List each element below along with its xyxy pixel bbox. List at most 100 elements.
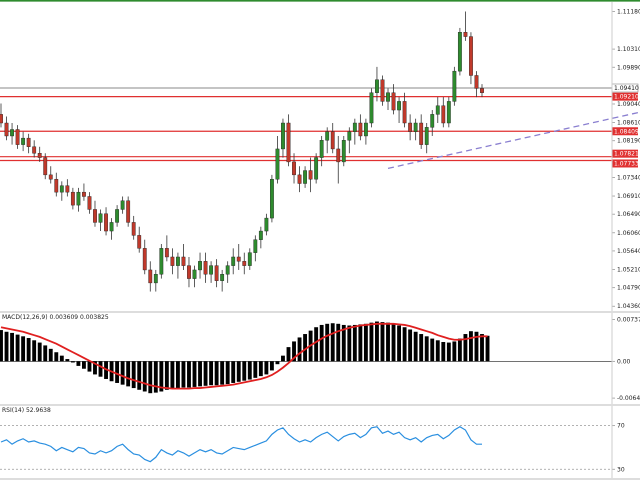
candle-body xyxy=(10,129,14,137)
candle-body xyxy=(336,148,341,163)
macd-histogram-bar xyxy=(231,361,236,383)
macd-histogram-bar xyxy=(430,338,435,362)
macd-histogram-bar xyxy=(214,361,219,386)
current-price-tag-label: 1.09410 xyxy=(614,85,639,92)
macd-histogram-bar xyxy=(76,361,81,366)
candle-body xyxy=(380,79,385,102)
macd-histogram-bar xyxy=(181,361,186,388)
macd-histogram-bar xyxy=(247,361,252,380)
rsi-tick-label: 70 xyxy=(617,423,625,430)
candle-body xyxy=(115,209,120,223)
macd-histogram-bar xyxy=(32,340,37,362)
candle-body xyxy=(275,148,280,180)
macd-histogram-bar xyxy=(452,341,457,362)
macd-histogram-bar xyxy=(424,336,429,362)
macd-histogram-bar xyxy=(269,361,274,371)
candle-body xyxy=(159,248,164,275)
macd-tick-label: -0.006463 xyxy=(617,395,640,402)
candle-body xyxy=(430,114,435,128)
macd-histogram-bar xyxy=(358,324,363,362)
macd-histogram-bar xyxy=(170,361,175,389)
macd-tick-label: 0.007376 xyxy=(617,316,640,323)
candle-body xyxy=(397,101,401,111)
candle-body xyxy=(369,92,374,124)
macd-histogram-bar xyxy=(65,359,70,362)
macd-histogram-bar xyxy=(281,355,285,362)
price-tick-label: 1.06910 xyxy=(617,193,640,200)
candle-body xyxy=(247,252,252,266)
macd-histogram-bar xyxy=(253,361,258,378)
macd-histogram-bar xyxy=(275,361,280,365)
candle-body xyxy=(137,235,142,249)
candle-body xyxy=(126,200,131,223)
candle-body xyxy=(59,185,64,193)
macd-histogram-bar xyxy=(164,361,169,390)
candle-body xyxy=(65,185,70,193)
macd-histogram-bar xyxy=(375,321,379,362)
candle-body xyxy=(286,122,291,163)
candle-body xyxy=(330,131,335,150)
candle-body xyxy=(131,222,136,236)
candle-body xyxy=(26,137,31,147)
macd-pane: 0.007376 0.00 -0.006463 xyxy=(0,316,640,402)
candle-body xyxy=(325,131,330,141)
candle-body xyxy=(231,256,236,266)
candle-body xyxy=(314,157,319,180)
macd-histogram-bar xyxy=(380,322,385,362)
macd-histogram-bar xyxy=(159,361,164,392)
macd-histogram-bar xyxy=(70,361,75,363)
candle-body xyxy=(435,105,440,115)
macd-histogram-bar xyxy=(198,361,202,387)
macd-histogram-bar xyxy=(225,361,230,385)
candle-body xyxy=(292,161,296,176)
candle-body xyxy=(419,122,424,145)
candle-body xyxy=(258,230,263,240)
candle-body xyxy=(203,261,208,275)
candle-body xyxy=(264,217,269,232)
candle-body xyxy=(32,146,37,154)
macd-histogram-bar xyxy=(242,361,247,381)
macd-histogram-bar xyxy=(98,361,103,377)
macd-histogram-bar xyxy=(209,361,214,386)
macd-histogram-bar xyxy=(469,331,473,362)
macd-histogram-bar xyxy=(408,329,413,362)
candle-body xyxy=(109,222,114,232)
macd-title: MACD(12,26,9) 0.003609 0.003825 xyxy=(2,314,109,321)
candle-body xyxy=(463,32,468,37)
macd-histogram-bar xyxy=(369,322,374,362)
dashed-trendline xyxy=(387,111,640,170)
macd-histogram-bar xyxy=(175,361,180,389)
support-price-tag xyxy=(612,159,638,168)
macd-histogram-bar xyxy=(446,342,451,362)
rsi-title: RSI(14) 52.9638 xyxy=(2,407,51,414)
macd-histogram-bar xyxy=(10,332,14,362)
candle-body xyxy=(308,170,313,180)
candle-body xyxy=(269,178,274,219)
macd-histogram-bar xyxy=(43,345,48,362)
macd-histogram-bar xyxy=(148,361,153,394)
macd-histogram-bar xyxy=(341,324,346,362)
resistance-price-tag-label: 1.09210 xyxy=(614,94,639,101)
candle-body xyxy=(0,114,3,124)
macd-histogram-bar xyxy=(292,341,296,362)
macd-histogram-bar xyxy=(137,361,142,390)
macd-histogram-bar xyxy=(264,361,269,375)
candle-body xyxy=(446,101,451,124)
candle-body xyxy=(98,213,103,223)
price-tick-label: 1.08610 xyxy=(617,120,640,127)
macd-histogram-bar xyxy=(15,334,20,362)
candle-body xyxy=(457,32,462,72)
macd-histogram-bar xyxy=(236,361,241,382)
price-tick-label: 1.07340 xyxy=(617,174,640,181)
candle-body xyxy=(358,122,363,137)
candle-body xyxy=(386,92,390,102)
macd-histogram-bar xyxy=(386,322,390,362)
macd-histogram-bar xyxy=(457,338,462,362)
support-price-tag xyxy=(612,149,638,158)
support-price-tag xyxy=(612,127,638,136)
candle-body xyxy=(391,92,396,111)
price-tick-label: 1.04790 xyxy=(617,285,640,292)
candle-body xyxy=(341,140,346,163)
macd-histogram-bar xyxy=(441,342,446,362)
